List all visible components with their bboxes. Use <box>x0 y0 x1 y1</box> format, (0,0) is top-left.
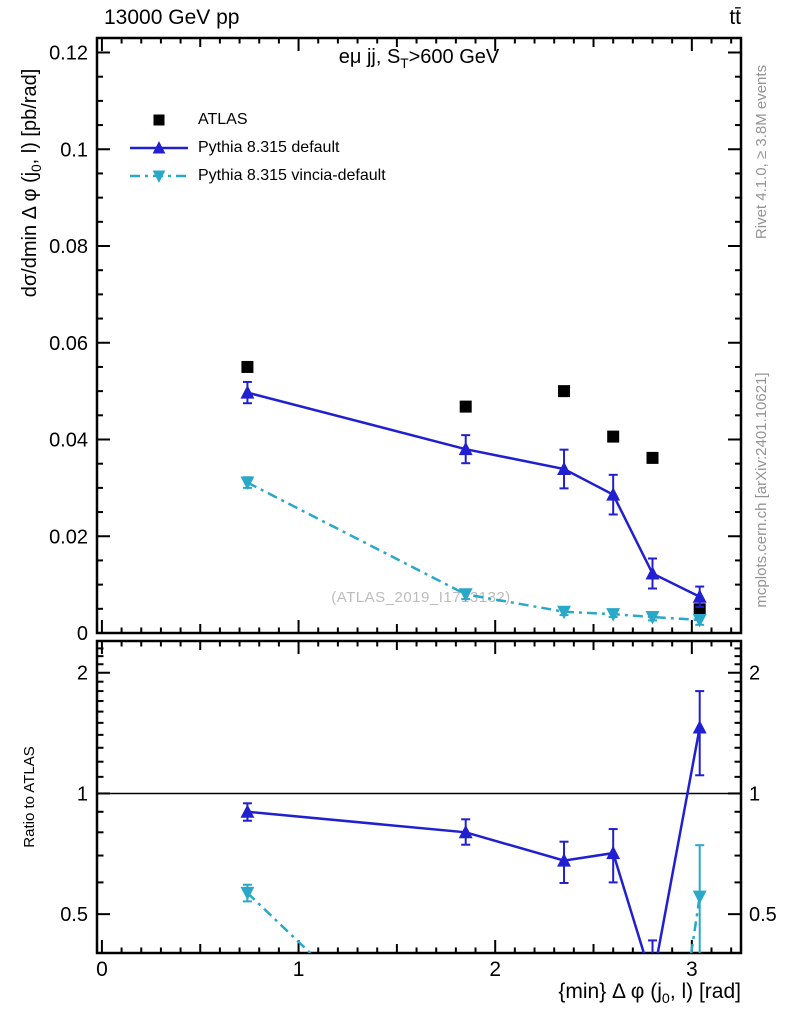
marker-triangle-down <box>240 476 255 490</box>
legend-label: Pythia 8.315 vincia-default <box>198 167 386 184</box>
series-line <box>247 727 701 953</box>
marker-triangle-down <box>692 890 707 905</box>
x-axis-title: {min} Δ φ (j0, l) [rad] <box>558 980 741 1008</box>
x-tick-label: 3 <box>686 958 698 981</box>
x-tick-label: 2 <box>489 958 501 981</box>
series-main-triangle-down <box>240 476 707 628</box>
main-y-tick-label: 0.12 <box>49 43 88 65</box>
series-main-triangle-up <box>240 380 707 608</box>
marker-triangle-up <box>645 566 660 580</box>
main-y-tick-labels: 0 0.02 0.04 0.06 0.08 0.1 0.12 <box>49 43 88 645</box>
legend-marker-icon <box>130 170 188 183</box>
ratio-y-tick-label-right: 1 <box>749 783 760 805</box>
x-tick-labels: 0 1 2 3 <box>96 958 698 981</box>
marker-triangle-down <box>692 613 707 628</box>
ratio-y-ticks <box>97 647 741 916</box>
ratio-y-tick-label-right: 2 <box>749 663 760 685</box>
marker-square <box>607 430 620 443</box>
marker-triangle-up <box>152 141 166 154</box>
legend-item-1: Pythia 8.315 default <box>128 136 386 160</box>
marker-triangle-up <box>240 385 255 399</box>
legend-label: ATLAS <box>198 111 248 128</box>
header-process: tt̄ <box>729 6 741 29</box>
main-y-tick-label: 0.08 <box>49 236 88 258</box>
marker-triangle-up <box>458 441 473 456</box>
ratio-y-tick-label-left: 2 <box>77 663 88 685</box>
series-line <box>246 481 700 622</box>
marker-triangle-up <box>557 461 571 476</box>
legend-item-2: Pythia 8.315 vincia-default <box>128 164 386 188</box>
main-y-tick-label: 0.1 <box>60 139 88 161</box>
x-tick-label: 1 <box>293 958 305 981</box>
main-y-tick-label: 0.06 <box>49 333 88 355</box>
marker-triangle-up <box>557 853 571 867</box>
marker-triangle-up <box>240 804 255 818</box>
series-ratio-triangle-up <box>240 690 707 953</box>
series-ratio-triangle-down <box>240 844 707 953</box>
marker-square <box>241 360 254 373</box>
legend-label: Pythia 8.315 default <box>198 139 340 156</box>
marker-triangle-up <box>458 824 473 839</box>
main-frame <box>95 36 743 635</box>
panel-title: eμ jj, ST>600 GeV <box>338 46 500 71</box>
marker-triangle-up <box>692 720 707 734</box>
ratio-y-tick-label-left: 1 <box>77 783 88 805</box>
x-ticks <box>100 38 733 953</box>
marker-triangle-up <box>606 845 621 860</box>
marker-triangle-down <box>645 611 660 625</box>
main-y-ticks <box>97 51 741 634</box>
marker-square <box>153 114 165 126</box>
main-y-tick-label: 0 <box>77 623 88 645</box>
x-tick-label: 0 <box>96 958 108 981</box>
rivet-version-label: Rivet 4.1.0, ≥ 3.8M events <box>753 64 770 240</box>
marker-triangle-down <box>152 170 166 183</box>
marker-triangle-up <box>692 589 707 603</box>
ratio-y-tick-labels: 0.5 0.5 1 1 2 2 <box>60 663 777 926</box>
marker-triangle-down <box>557 605 571 620</box>
marker-triangle-down <box>458 588 473 602</box>
main-y-tick-label: 0.02 <box>49 526 88 548</box>
header-beam-energy: 13000 GeV pp <box>104 6 240 29</box>
legend: ATLAS Pythia 8.315 default Pythia 8.315 vi… <box>128 108 386 188</box>
marker-square <box>558 385 571 398</box>
main-y-axis-title: dσ/dmin Δ φ (j0, l) [pb/rad] <box>19 68 44 298</box>
legend-marker-icon <box>153 114 165 126</box>
legend-marker-icon <box>130 141 188 154</box>
ratio-y-axis-title: Ratio to ATLAS <box>21 746 38 848</box>
mcplots-arxiv-label: mcplots.cern.ch [arXiv:2401.10621] <box>753 372 770 608</box>
series-main-square <box>241 360 706 616</box>
main-y-tick-label: 0.04 <box>49 430 88 452</box>
marker-square <box>459 400 472 413</box>
ratio-y-tick-label-left: 0.5 <box>60 904 88 926</box>
marker-triangle-down <box>240 886 255 901</box>
marker-triangle-up <box>606 487 621 501</box>
marker-triangle-down <box>606 608 621 622</box>
series-line <box>247 391 701 598</box>
ratio-y-tick-label-right: 0.5 <box>749 904 777 926</box>
legend-item-0: ATLAS <box>128 108 386 132</box>
ratio-frame <box>95 639 743 955</box>
marker-square <box>646 451 659 464</box>
